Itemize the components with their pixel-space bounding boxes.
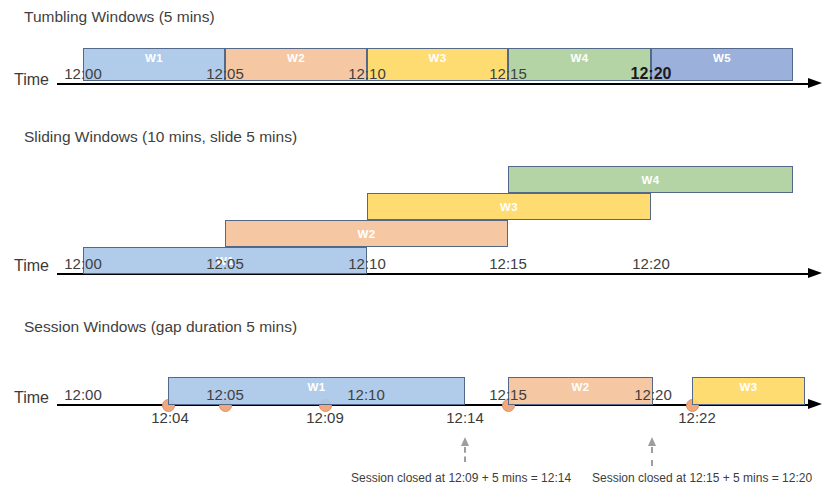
axis-tick-label: 12:10 [325,65,409,83]
axis-tick-label: 12:10 [324,386,408,404]
sliding-section-title: Sliding Windows (10 mins, slide 5 mins) [24,128,297,146]
window-w4: W4 [508,166,793,193]
event-time-label: 12:22 [655,409,739,426]
window-label: W3 [500,201,518,213]
window-label: W3 [429,52,447,64]
window-label: W4 [571,52,589,64]
axis-tick-label: 12:15 [466,386,550,404]
event-time-label: 12:04 [128,409,212,426]
session-section-title: Session Windows (gap duration 5 mins) [24,318,297,336]
axis-tick-label: 12:00 [41,386,125,404]
window-w2: W2 [225,220,508,247]
axis-tick-label: 12:20 [609,65,693,83]
window-label: W3 [740,381,758,393]
window-label: W2 [287,52,305,64]
event-time-label: 12:14 [423,409,507,426]
axis-tick-label: 12:05 [183,386,267,404]
axis-tick-label: 12:15 [466,255,550,273]
window-label: W2 [572,381,590,393]
window-label: W2 [358,228,376,240]
axis-tick-label: 12:10 [325,255,409,273]
window-label: W1 [308,381,326,393]
windowing-strategies-diagram: Tumbling Windows (5 mins) Time W1W2W3W4W… [0,0,829,498]
axis-tick-label: 12:20 [611,386,695,404]
window-label: W5 [713,52,731,64]
event-time-label: 12:09 [283,409,367,426]
annotation-up-arrow-icon [648,437,656,446]
tumbling-section-title: Tumbling Windows (5 mins) [24,8,215,26]
window-label: W1 [145,52,163,64]
axis-tick-label: 12:05 [183,255,267,273]
axis-tick-label: 12:00 [41,65,125,83]
window-w3: W3 [367,193,651,220]
time-axis-line [57,83,808,85]
axis-tick-label: 12:15 [466,65,550,83]
window-w3: W3 [692,377,805,405]
annotation-up-arrow-icon [461,437,469,446]
session-closed-annotation: Session closed at 12:09 + 5 mins = 12:14 [351,471,571,485]
axis-tick-label: 12:00 [41,255,125,273]
window-label: W4 [642,174,660,186]
annotation-arrow-line [464,447,466,462]
time-axis-arrowhead-icon [808,78,822,88]
time-axis-arrowhead-icon [808,268,822,278]
annotation-arrow-line [651,447,653,466]
time-axis-arrowhead-icon [808,399,822,409]
session-closed-annotation: Session closed at 12:15 + 5 mins = 12:20 [592,471,812,485]
axis-tick-label: 12:05 [183,65,267,83]
axis-tick-label: 12:20 [609,255,693,273]
